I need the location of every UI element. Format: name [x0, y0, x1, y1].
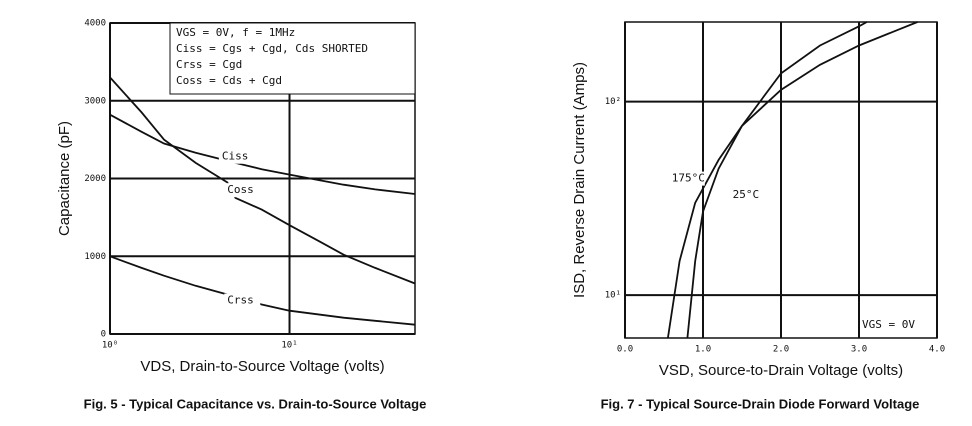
- x-axis-label: VDS, Drain-to-Source Voltage (volts): [140, 358, 384, 375]
- annotation-box: [169, 22, 416, 95]
- y-tick-label: 10²: [605, 97, 621, 107]
- annotation: VGS = 0V: [862, 318, 915, 331]
- series-line: [109, 76, 416, 285]
- label-bg: [668, 171, 705, 186]
- y-axis-label: ISD, Reverse Drain Current (Amps): [571, 62, 588, 298]
- series-line: [109, 113, 416, 195]
- caption: Fig. 7 - Typical Source-Drain Diode Forw…: [601, 396, 920, 411]
- y-tick-label: 4000: [84, 19, 106, 29]
- series-line: [667, 21, 918, 339]
- series-label: Ciss: [222, 150, 249, 163]
- annotation: Ciss = Cgs + Cgd, Cds SHORTED: [176, 42, 368, 55]
- series-line: [109, 255, 416, 326]
- series-line: [686, 21, 868, 339]
- label-bg: [218, 149, 255, 164]
- label-bg: [224, 183, 261, 198]
- x-tick-label: 1.0: [695, 345, 711, 355]
- label-bg: [729, 187, 766, 202]
- caption: Fig. 5 - Typical Capacitance vs. Drain-t…: [84, 396, 427, 411]
- series-label: Coss: [227, 183, 254, 196]
- series-label: Crss: [227, 294, 254, 307]
- annotation: Coss = Cds + Cgd: [176, 74, 282, 87]
- label-bg: [224, 293, 261, 308]
- y-tick-label: 1000: [84, 252, 106, 262]
- x-tick-label: 2.0: [773, 345, 789, 355]
- y-tick-label: 10¹: [605, 291, 621, 301]
- x-axis-label: VSD, Source-to-Drain Voltage (volts): [659, 362, 903, 379]
- annotation: VGS = 0V, f = 1MHz: [176, 26, 295, 39]
- series-label: 175°C: [672, 172, 705, 185]
- x-tick-label: 10⁰: [102, 341, 118, 351]
- y-tick-label: 2000: [84, 174, 106, 184]
- y-axis-label: Capacitance (pF): [56, 121, 73, 236]
- x-tick-label: 10¹: [281, 341, 297, 351]
- x-tick-label: 3.0: [851, 345, 867, 355]
- annotation: Crss = Cgd: [176, 58, 242, 71]
- x-tick-label: 4.0: [929, 345, 945, 355]
- x-tick-label: 0.0: [617, 345, 633, 355]
- y-tick-label: 0: [101, 330, 106, 340]
- y-tick-label: 3000: [84, 96, 106, 106]
- series-label: 25°C: [733, 188, 760, 201]
